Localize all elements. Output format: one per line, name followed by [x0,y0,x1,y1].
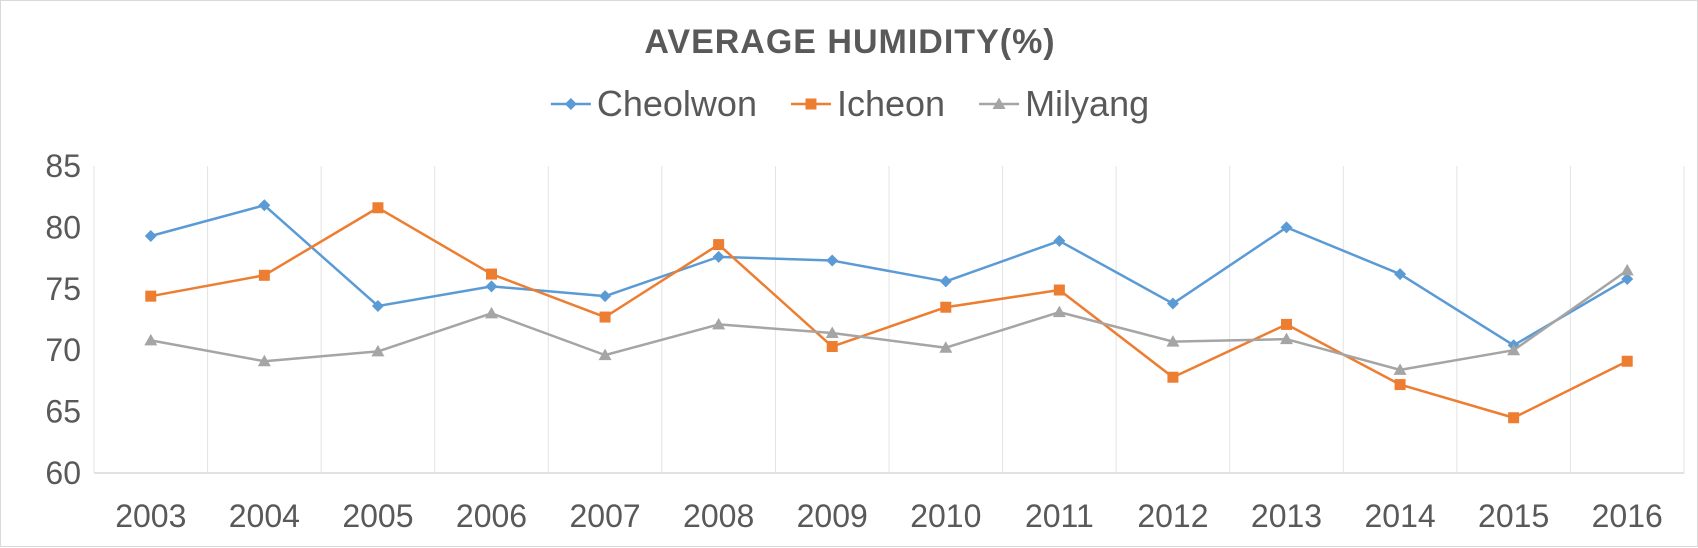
data-point [1507,343,1521,356]
y-tick-label: 60 [45,455,81,491]
y-tick-label: 70 [45,332,81,368]
data-point [486,268,497,280]
series-milyang [144,263,1634,375]
data-point [1620,263,1634,276]
legend-marker [564,98,577,110]
data-point [1621,355,1633,367]
series-line [150,204,1628,347]
x-tick-label: 2004 [229,498,300,534]
data-point [1508,412,1520,424]
data-point [1167,371,1179,383]
y-axis: 60 65 70 75 80 85 [45,148,81,491]
data-point [826,341,838,353]
data-point [599,290,612,303]
x-axis: 2003 2004 2005 2006 2007 2008 2009 2010 2011 2012… [115,498,1663,534]
series-line [150,269,1628,372]
y-tick-label: 80 [45,209,81,245]
x-tick-label: 2003 [115,498,186,534]
data-point [939,275,952,288]
data-point [713,239,725,251]
legend-marker [805,98,817,110]
data-point [371,344,385,357]
legend-marker [992,97,1006,109]
data-point [145,290,157,302]
data-point [599,311,611,323]
data-point [144,333,158,346]
x-tick-label: 2012 [1137,498,1208,534]
legend-label: Milyang [1025,83,1149,124]
data-point [1166,297,1179,310]
data-point [485,280,498,293]
x-tick-label: 2014 [1364,498,1435,534]
legend-label: Icheon [837,83,945,124]
data-point [939,341,953,353]
data-point [1053,284,1065,296]
x-tick-label: 2011 [1025,498,1094,534]
series-cheolwon [144,199,1634,352]
data-point [598,348,612,361]
grid-lines [93,166,1685,474]
y-tick-label: 65 [45,394,81,430]
legend-item-milyang: Milyang [979,83,1149,124]
data-point [1621,272,1634,285]
x-tick-label: 2006 [456,498,527,534]
x-tick-label: 2009 [797,498,868,534]
data-point [1393,363,1407,375]
data-point [826,254,839,267]
x-tick-label: 2015 [1478,498,1549,534]
data-point [1280,332,1293,345]
data-point [1166,335,1180,347]
x-tick-label: 2013 [1251,498,1322,534]
legend-item-icheon: Icheon [790,83,945,124]
y-tick-label: 75 [45,271,81,307]
series-line [150,206,1628,419]
data-point [825,326,839,339]
data-point [1394,379,1406,391]
data-point [1052,305,1066,318]
data-point [485,306,498,319]
data-point [258,199,271,212]
x-tick-label: 2008 [683,498,754,534]
data-point [1394,268,1407,281]
legend: Cheolwon Icheon Milyang [550,83,1149,124]
x-tick-label: 2007 [569,498,640,534]
x-tick-label: 2010 [910,498,981,534]
x-tick-label: 2005 [342,498,413,534]
data-point [257,354,271,367]
data-point [371,299,384,312]
data-point [1280,221,1293,234]
legend-label: Cheolwon [597,83,757,124]
y-tick-label: 85 [45,148,81,184]
series-icheon [145,202,1633,424]
data-point [372,202,384,214]
data-point [940,301,952,313]
data-point [258,269,270,281]
data-point [1053,234,1066,247]
data-point [712,250,725,263]
x-tick-label: 2016 [1592,498,1663,534]
series-group [144,199,1634,424]
legend-item-cheolwon: Cheolwon [550,83,757,124]
data-point [1281,318,1292,330]
chart-title: AVERAGE HUMIDITY(%) [644,23,1055,61]
data-point [144,229,157,242]
data-point [712,317,726,330]
